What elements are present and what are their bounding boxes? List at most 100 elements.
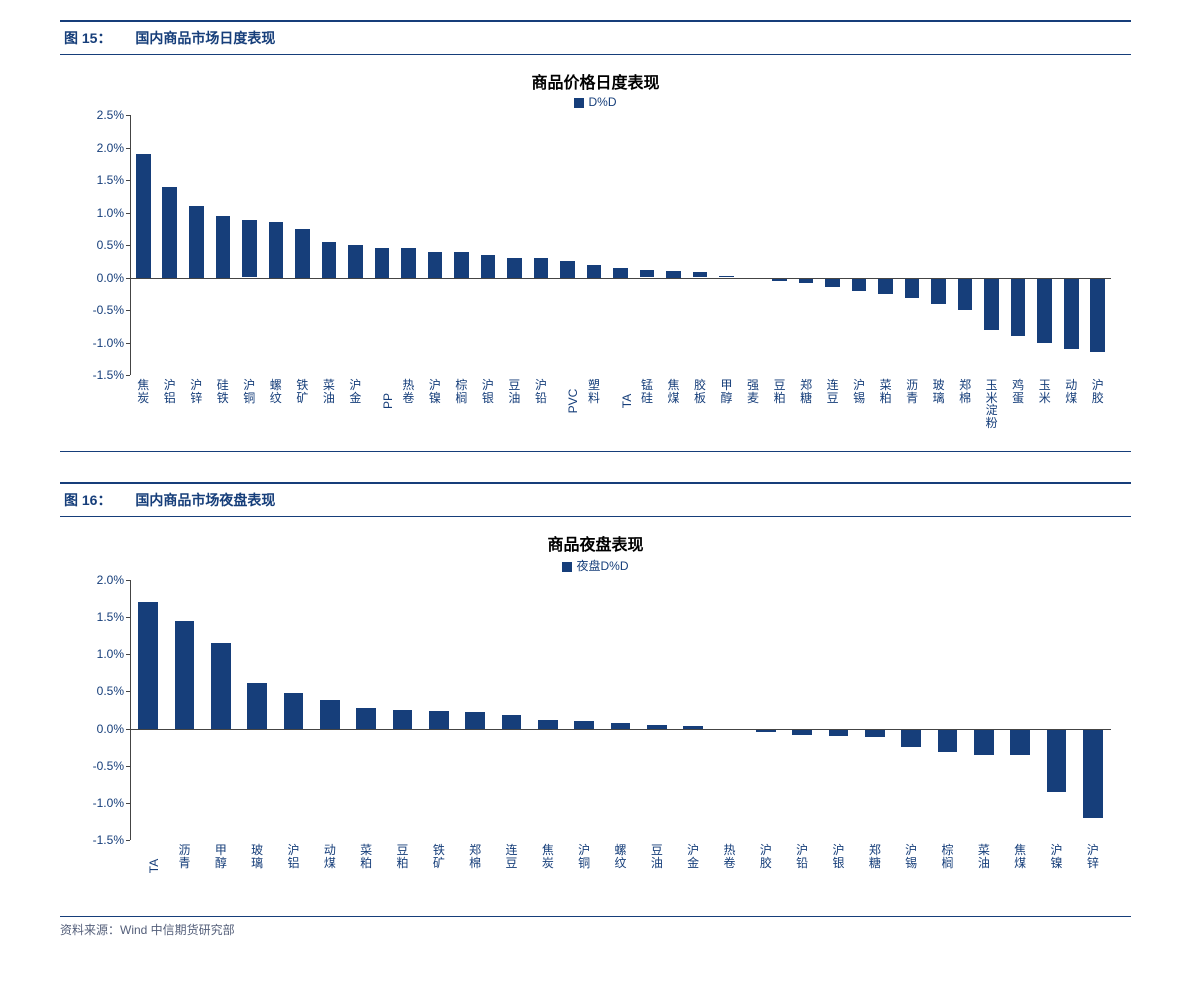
x-label: 沪胶 — [759, 844, 773, 869]
x-label: 沪铜 — [577, 844, 591, 869]
bar — [320, 700, 340, 728]
y-tick-label: 2.0% — [70, 141, 124, 155]
bar — [560, 261, 575, 277]
x-label: 热卷 — [723, 844, 737, 869]
bar — [852, 278, 867, 291]
x-label: PVC — [567, 389, 580, 414]
legend-swatch-icon — [574, 98, 584, 108]
bar — [393, 710, 413, 729]
chart-1-plot: -1.5%-1.0%-0.5%0.0%0.5%1.0%1.5%2.0%2.5% … — [130, 115, 1111, 445]
x-label: 沪银 — [481, 379, 495, 404]
x-label: 郑糖 — [868, 844, 882, 869]
x-label: 玻璃 — [932, 379, 946, 404]
bar — [162, 187, 177, 278]
x-label: 甲醇 — [720, 379, 734, 404]
x-label: PP — [382, 393, 395, 409]
bar — [640, 270, 655, 278]
bar — [401, 248, 416, 277]
bar — [428, 252, 443, 278]
bar — [138, 602, 158, 728]
x-label: 棕榈 — [941, 844, 955, 869]
chart-2-container: 商品夜盘表现 夜盘D%D -1.5%-1.0%-0.5%0.0%0.5%1.0%… — [60, 517, 1131, 917]
y-tick-label: 1.0% — [70, 206, 124, 220]
y-tick-label: 0.0% — [70, 722, 124, 736]
x-label: 玉米淀粉 — [985, 379, 999, 429]
bar — [269, 222, 284, 277]
figure-16-number: 图 16： — [64, 492, 111, 508]
x-label: 菜油 — [322, 379, 336, 404]
y-tick-mark — [126, 766, 130, 767]
y-tick-label: 1.0% — [70, 647, 124, 661]
x-label: 铁矿 — [432, 844, 446, 869]
chart-2-plot: -1.5%-1.0%-0.5%0.0%0.5%1.0%1.5%2.0% TA沥青… — [130, 580, 1111, 910]
x-label: 沪银 — [832, 844, 846, 869]
x-label: 连豆 — [826, 379, 840, 404]
x-label: 沪锡 — [904, 844, 918, 869]
chart-1-container: 商品价格日度表现 D%D -1.5%-1.0%-0.5%0.0%0.5%1.0%… — [60, 55, 1131, 452]
bar — [825, 278, 840, 288]
x-label: 焦煤 — [667, 379, 681, 404]
y-tick-label: 1.5% — [70, 610, 124, 624]
y-tick-mark — [126, 148, 130, 149]
y-tick-mark — [126, 580, 130, 581]
bar — [211, 643, 231, 728]
bar — [507, 258, 522, 278]
bar — [136, 154, 151, 278]
x-label: 动煤 — [1064, 379, 1078, 404]
x-label: 热卷 — [401, 379, 415, 404]
x-label: 沪锡 — [852, 379, 866, 404]
x-label: 沪铅 — [795, 844, 809, 869]
y-tick-mark — [126, 803, 130, 804]
bar — [284, 693, 304, 729]
y-tick-label: 0.0% — [70, 271, 124, 285]
bar — [574, 721, 594, 728]
x-label: 沪铅 — [534, 379, 548, 404]
y-tick-mark — [126, 617, 130, 618]
x-label: 动煤 — [323, 844, 337, 869]
y-tick-label: -1.5% — [70, 833, 124, 847]
bar — [1011, 278, 1026, 337]
y-tick-mark — [126, 115, 130, 116]
x-label: 焦炭 — [541, 844, 555, 869]
y-tick-mark — [126, 180, 130, 181]
bar — [375, 248, 390, 277]
x-label: 硅铁 — [216, 379, 230, 404]
bar — [429, 711, 449, 728]
figure-16-title: 国内商品市场夜盘表现 — [135, 492, 275, 508]
x-label: 玉米 — [1038, 379, 1052, 404]
y-tick-mark — [126, 691, 130, 692]
bar — [356, 708, 376, 729]
figure-16-header: 图 16： 国内商品市场夜盘表现 — [60, 482, 1131, 517]
bar — [247, 683, 267, 729]
y-tick-label: 2.5% — [70, 108, 124, 122]
x-label: 沪金 — [348, 379, 362, 404]
x-label: 沪锌 — [189, 379, 203, 404]
bar — [189, 206, 204, 278]
x-label: 沪金 — [686, 844, 700, 869]
x-label: 菜粕 — [879, 379, 893, 404]
figure-15-title: 国内商品市场日度表现 — [135, 30, 275, 46]
bar — [958, 278, 973, 311]
bar — [1037, 278, 1052, 343]
x-label: 郑棉 — [468, 844, 482, 869]
bar — [1083, 729, 1103, 818]
y-tick-label: -1.0% — [70, 796, 124, 810]
y-tick-mark — [126, 245, 130, 246]
bar — [1064, 278, 1079, 350]
x-label: 连豆 — [505, 844, 519, 869]
y-tick-label: -1.5% — [70, 368, 124, 382]
y-tick-label: 2.0% — [70, 573, 124, 587]
bar — [938, 729, 958, 753]
x-label: 郑棉 — [958, 379, 972, 404]
x-label: 焦煤 — [1013, 844, 1027, 869]
y-tick-mark — [126, 654, 130, 655]
figure-15-block: 图 15： 国内商品市场日度表现 商品价格日度表现 D%D -1.5%-1.0%… — [60, 20, 1131, 452]
bar — [465, 712, 485, 728]
x-label: 螺纹 — [269, 379, 283, 404]
source-line: 资料来源：Wind 中信期货研究部 — [60, 921, 1131, 938]
figure-16-block: 图 16： 国内商品市场夜盘表现 商品夜盘表现 夜盘D%D -1.5%-1.0%… — [60, 482, 1131, 938]
x-label: 棕榈 — [454, 379, 468, 404]
bar — [175, 621, 195, 729]
figure-15-number: 图 15： — [64, 30, 111, 46]
y-tick-mark — [126, 310, 130, 311]
